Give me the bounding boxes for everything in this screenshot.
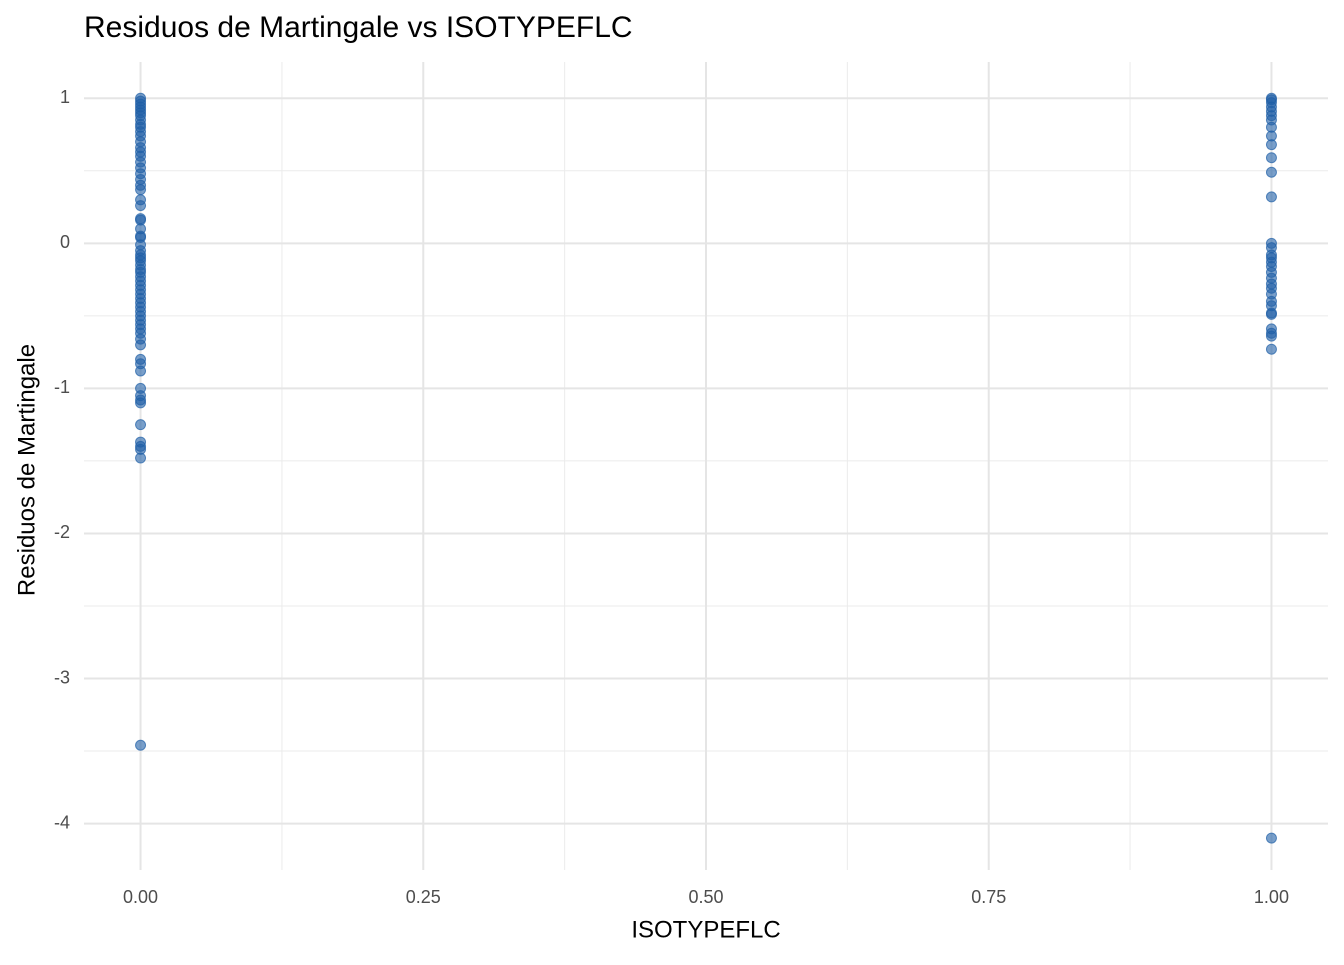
x-tick-label: 0.75: [971, 887, 1006, 907]
point: [135, 339, 147, 351]
y-axis-label: Residuos de Martingale: [13, 344, 40, 596]
point: [135, 452, 147, 464]
point: [1265, 343, 1277, 355]
point: [1265, 166, 1277, 178]
point: [135, 739, 147, 751]
point: [135, 200, 147, 212]
point: [1265, 191, 1277, 203]
x-tick-label: 0.25: [406, 887, 441, 907]
point: [1265, 139, 1277, 151]
x-axis-label: ISOTYPEFLC: [631, 916, 780, 943]
y-tick-label: -2: [54, 522, 70, 542]
y-tick-label: -4: [54, 812, 70, 832]
point: [135, 365, 147, 377]
point: [135, 419, 147, 431]
point: [1265, 330, 1277, 342]
y-tick-label: 1: [60, 87, 70, 107]
y-tick-label: -3: [54, 667, 70, 687]
y-tick-label: 0: [60, 232, 70, 252]
chart-title: Residuos de Martingale vs ISOTYPEFLC: [84, 11, 633, 44]
point: [135, 397, 147, 409]
x-tick-label: 0.00: [123, 887, 158, 907]
point: [1265, 308, 1277, 320]
y-tick-label: -1: [54, 377, 70, 397]
point: [1265, 152, 1277, 164]
point: [1265, 832, 1277, 844]
point: [135, 184, 147, 196]
x-tick-label: 1.00: [1254, 887, 1289, 907]
x-tick-label: 0.50: [688, 887, 723, 907]
